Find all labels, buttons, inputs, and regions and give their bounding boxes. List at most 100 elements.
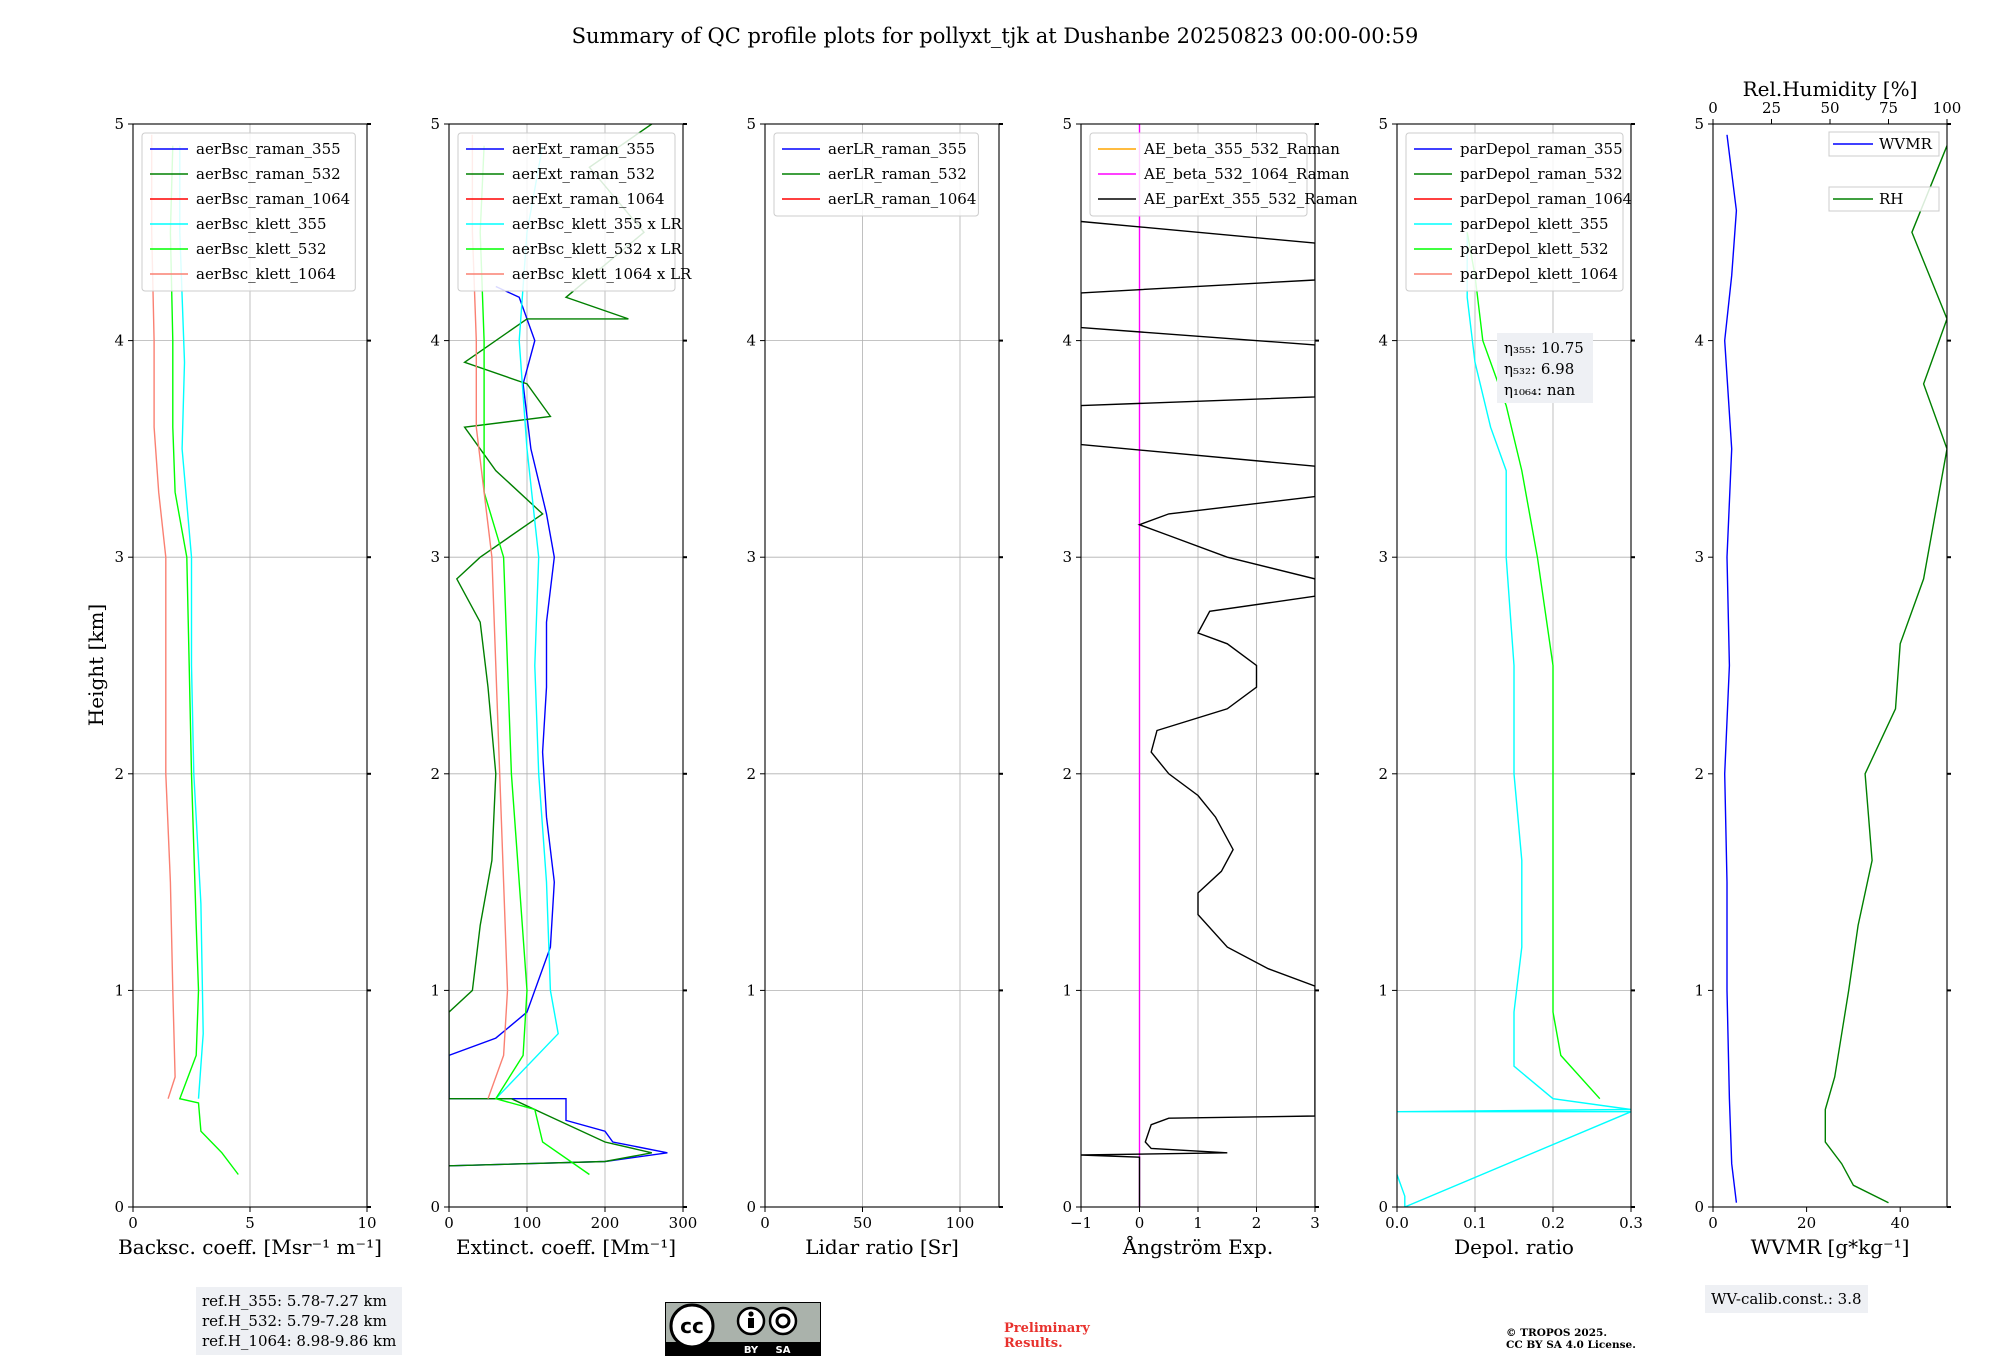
x-tick-label: 0	[128, 1214, 138, 1232]
refh-1064: ref.H_1064: 8.98-9.86 km	[202, 1332, 397, 1350]
y-tick-label: 2	[746, 765, 756, 783]
series-line-aerbsc-klett-532	[169, 145, 239, 1175]
legend-box	[1089, 132, 1308, 217]
y-tick-label: 0	[1378, 1198, 1388, 1216]
legend-label: AE_beta_532_1064_Raman	[1143, 165, 1350, 183]
panel-2: 0 100 200 300 0 1 2 3 4 5 Extinct. coeff. [Mm⁻¹] ae…	[430, 115, 697, 1259]
y-tick-label: 4	[1062, 332, 1072, 350]
series-line-aerbsc-klett-355	[179, 145, 204, 1099]
y-tick-label: 0	[114, 1198, 124, 1216]
y-tick-label: 3	[1378, 548, 1388, 566]
y-tick-label: 5	[1694, 115, 1704, 133]
refh-355: ref.H_355: 5.78-7.27 km	[202, 1292, 387, 1310]
y-tick-label: 3	[114, 548, 124, 566]
x-tick-label: 0.0	[1385, 1214, 1409, 1232]
x-axis-label: WVMR [g*kg⁻¹]	[1751, 1235, 1910, 1259]
x-tick-label: 40	[1891, 1214, 1910, 1232]
preliminary-line-2: Results.	[1004, 1336, 1063, 1351]
legend-label: aerBsc_raman_355	[196, 140, 341, 158]
legend-label: parDepol_klett_355	[1460, 215, 1609, 233]
legend-box	[141, 132, 356, 292]
x-top-tick-label: 0	[1708, 99, 1718, 117]
x-axis-label: Ångström Exp.	[1122, 1234, 1273, 1259]
x-tick-label: 50	[853, 1214, 872, 1232]
panel-3: 0 50 100 0 1 2 3 4 5 Lidar ratio [Sr] aerLR_raman_…	[746, 115, 1003, 1259]
legend-label: aerLR_raman_1064	[828, 190, 976, 208]
series-line-pardepol-klett-355	[1397, 232, 1631, 1207]
x-tick-label: 100	[946, 1214, 975, 1232]
x-tick-label: 0.3	[1619, 1214, 1643, 1232]
annotation-text: η₅₃₂: 6.98	[1504, 360, 1574, 378]
x-tick-label: 0.2	[1541, 1214, 1565, 1232]
x-tick-label: 0	[444, 1214, 454, 1232]
plot-frame	[764, 123, 1000, 1208]
series-line-rh	[1824, 145, 1947, 1204]
copyright-note: © TROPOS 2025. CC BY SA 4.0 License.	[1506, 1327, 1636, 1351]
y-tick-label: 4	[430, 332, 440, 350]
y-tick-label: 5	[1062, 115, 1072, 133]
x-tick-label: 1	[1193, 1214, 1203, 1232]
x-tick-label: 2	[1252, 1214, 1262, 1232]
y-tick-label: 1	[114, 981, 124, 999]
y-axis-label: Height [km]	[84, 604, 108, 726]
panel-5: 0.0 0.1 0.2 0.3 0 1 2 3 4 5 Depol. ratio parDepol_r…	[1378, 115, 1642, 1259]
copyright-line-1: © TROPOS 2025.	[1506, 1327, 1608, 1339]
copyright-line-2: CC BY SA 4.0 License.	[1506, 1339, 1636, 1351]
x-axis-label: Extinct. coeff. [Mm⁻¹]	[456, 1235, 676, 1259]
legend-label: parDepol_klett_1064	[1460, 265, 1618, 283]
legend-box	[773, 132, 979, 217]
y-tick-label: 2	[1694, 765, 1704, 783]
x-tick-label: 100	[513, 1214, 542, 1232]
x-tick-label: 0.1	[1463, 1214, 1487, 1232]
legend-label: parDepol_raman_532	[1460, 165, 1623, 183]
wv-calibration-box: WV-calib.const.: 3.8	[1705, 1285, 1868, 1313]
plot-frame	[1712, 123, 1948, 1208]
x-axis-label: Depol. ratio	[1454, 1235, 1574, 1259]
series-line-aerbsc-klett-1064	[150, 134, 176, 1099]
legend-label: aerBsc_klett_1064	[196, 265, 336, 283]
y-tick-label: 1	[1378, 981, 1388, 999]
x-tick-label: 0	[760, 1214, 770, 1232]
x-top-axis-label: Rel.Humidity [%]	[1743, 77, 1918, 101]
y-tick-label: 0	[1062, 1198, 1072, 1216]
x-top-tick-label: 75	[1879, 99, 1898, 117]
y-tick-label: 3	[1062, 548, 1072, 566]
panel-6: 0 20 40 0 1 2 3 4 5 WVMR [g*kg⁻¹] 0 25 50 75 100 Rel.Hu…	[1694, 77, 1961, 1259]
plot-frame	[1396, 123, 1632, 1208]
y-tick-label: 5	[746, 115, 756, 133]
y-tick-label: 4	[746, 332, 756, 350]
x-tick-label: 200	[591, 1214, 620, 1232]
x-tick-label: 10	[357, 1214, 376, 1232]
legend-label: aerBsc_klett_1064 x LR	[512, 265, 692, 283]
y-tick-label: 2	[430, 765, 440, 783]
y-tick-label: 1	[1062, 981, 1072, 999]
y-tick-label: 0	[430, 1198, 440, 1216]
x-tick-label: 300	[669, 1214, 698, 1232]
y-tick-label: 1	[1694, 981, 1704, 999]
refh-532: ref.H_532: 5.79-7.28 km	[202, 1312, 387, 1330]
annotation-text: η₃₅₅: 10.75	[1504, 339, 1584, 357]
x-tick-label: 0	[1135, 1214, 1145, 1232]
series-line-pardepol-klett-532	[1466, 232, 1601, 1100]
legend-label: aerBsc_klett_355	[196, 215, 327, 233]
legend-label: parDepol_klett_532	[1460, 240, 1609, 258]
legend-label: aerLR_raman_532	[828, 165, 967, 183]
wv-calib-text: WV-calib.const.: 3.8	[1711, 1290, 1862, 1308]
y-tick-label: 3	[1694, 548, 1704, 566]
panel-1: 0 5 10 0 1 2 3 4 5 Backsc. coeff. [Msr⁻¹ m⁻¹] aerB…	[114, 115, 381, 1259]
x-tick-label: 3	[1310, 1214, 1320, 1232]
y-tick-label: 2	[1062, 765, 1072, 783]
legend-label: AE_beta_355_532_Raman	[1143, 140, 1340, 158]
y-tick-label: 5	[114, 115, 124, 133]
legend-box	[1405, 132, 1624, 292]
x-tick-label: 5	[245, 1214, 255, 1232]
cc-by-text: BY	[744, 1345, 759, 1356]
x-tick-label: 0	[1708, 1214, 1718, 1232]
y-tick-label: 4	[1694, 332, 1704, 350]
plot-frame	[448, 123, 684, 1208]
series-line-wvmr	[1723, 134, 1738, 1203]
legend-label: AE_parExt_355_532_Raman	[1143, 190, 1358, 208]
cc-sa-text: SA	[776, 1345, 791, 1356]
